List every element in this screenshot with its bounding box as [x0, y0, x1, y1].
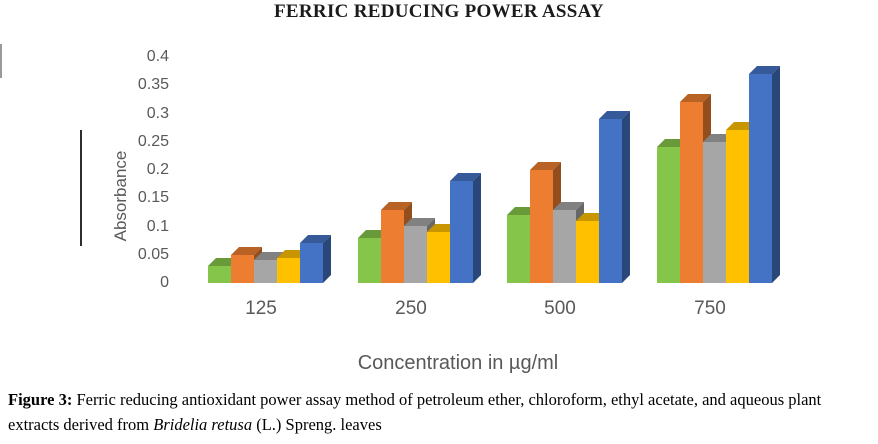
bar-green-250	[358, 238, 381, 283]
bar-blue-125	[300, 235, 331, 243]
bar-blue-500	[599, 111, 630, 119]
bar-green-500	[507, 215, 530, 283]
bar-blue-250	[473, 173, 481, 283]
bar-green-125	[208, 266, 231, 283]
scan-artifact-line	[80, 130, 82, 246]
bar-blue-750	[749, 74, 772, 283]
y-tick-label: 0.4	[146, 48, 169, 65]
y-tick-label: 0.35	[137, 76, 169, 94]
x-axis-title: Concentration in µg/ml	[357, 352, 559, 374]
figure-caption: Figure 3: Ferric reducing antioxidant po…	[8, 388, 872, 438]
bar-blue-750	[749, 66, 780, 74]
x-tick-label: 500	[544, 298, 576, 319]
page-edge-artifact-line	[0, 44, 2, 78]
bar-chart-plot-area	[208, 66, 780, 283]
bar-gray-250	[404, 218, 435, 226]
bar-orange-500	[530, 162, 561, 170]
x-tick-label: 750	[694, 298, 726, 319]
bar-blue-250	[450, 181, 473, 283]
y-tick-label: 0.25	[137, 132, 169, 150]
bar-orange-500	[530, 170, 553, 283]
bar-blue-750	[772, 66, 780, 283]
bar-blue-500	[622, 111, 630, 283]
y-tick-label: 0.3	[146, 104, 169, 122]
bar-group-500	[507, 111, 630, 283]
y-tick-label: 0.15	[137, 189, 169, 207]
caption-figure-label: Figure 3:	[8, 390, 73, 409]
bar-group-750	[657, 66, 780, 283]
bar-blue-500	[599, 119, 622, 283]
bar-orange-750	[680, 102, 703, 283]
bar-yellow-125	[277, 258, 300, 283]
bar-orange-125	[231, 255, 254, 283]
bar-orange-250	[381, 202, 412, 210]
bar-gray-125	[254, 260, 277, 283]
bar-gray-500	[553, 210, 576, 283]
y-tick-label: 0.05	[137, 245, 169, 263]
bar-orange-125	[231, 247, 262, 255]
bar-group-125	[208, 235, 331, 283]
bar-group-250	[358, 173, 481, 283]
bar-yellow-750	[726, 130, 749, 283]
chart-title: FERRIC REDUCING POWER ASSAY	[274, 1, 604, 22]
x-tick-label: 250	[395, 298, 427, 319]
bar-gray-750	[703, 142, 726, 283]
bar-orange-750	[680, 94, 711, 102]
x-tick-label: 125	[245, 298, 277, 319]
caption-species-name: Bridelia retusa	[153, 414, 253, 434]
caption-text-1: Ferric reducing antioxidant power assay …	[8, 390, 822, 434]
bar-blue-250	[450, 173, 481, 181]
bar-green-750	[657, 147, 680, 283]
bar-blue-125	[300, 243, 323, 283]
y-tick-label: 0.2	[146, 161, 169, 178]
caption-text-2: (L.) Spreng. leaves	[252, 414, 382, 434]
y-tick-label: 0.1	[146, 217, 169, 235]
bar-blue-125	[323, 235, 331, 283]
bar-orange-250	[381, 210, 404, 283]
bar-gray-500	[553, 202, 584, 210]
y-tick-label: 0	[160, 274, 169, 291]
bar-yellow-250	[427, 232, 450, 283]
bar-gray-250	[404, 226, 427, 283]
bar-yellow-500	[576, 221, 599, 283]
